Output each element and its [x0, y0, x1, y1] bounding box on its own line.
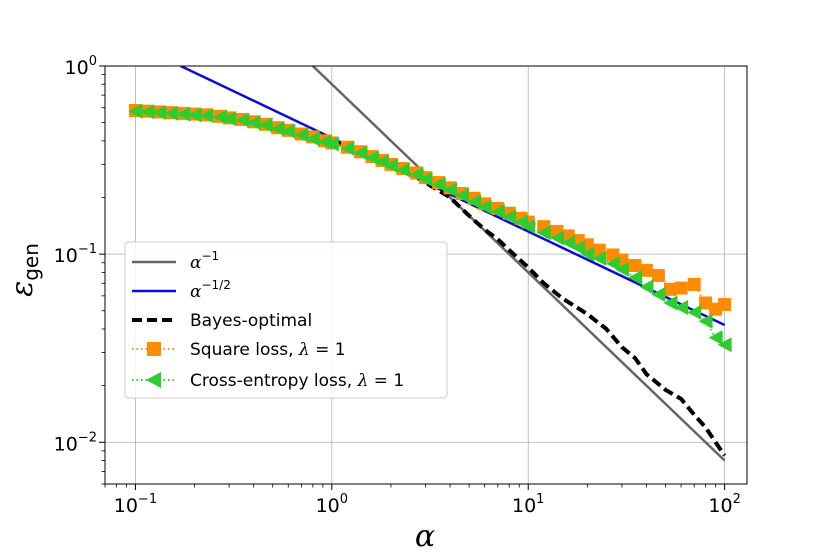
- data-point-ce: [687, 304, 702, 320]
- legend-label-inv: α−1: [190, 249, 219, 273]
- data-point-ce: [258, 117, 273, 133]
- data-point-ce: [353, 145, 368, 161]
- data-point-ce: [235, 112, 250, 128]
- data-point-ce: [717, 337, 732, 353]
- ticks: 10−1 100 101 102 10−2 10−1 100: [54, 54, 741, 517]
- data-point-ce: [164, 105, 179, 121]
- y-axis-label-sub: gen: [19, 243, 43, 281]
- data-point-ce: [628, 270, 643, 286]
- data-point-ce: [281, 123, 296, 139]
- data-point-ce: [580, 246, 595, 262]
- legend-label-ce: Cross-entropy loss, λ = 1: [190, 371, 404, 391]
- data-point-ce: [639, 279, 654, 295]
- data-point-ce: [536, 225, 551, 241]
- y-tick-label: 100: [65, 54, 97, 79]
- data-point-ce: [467, 194, 482, 210]
- data-point-ce: [176, 106, 191, 122]
- y-tick-label: 10−2: [54, 430, 97, 455]
- x-tick-label: 102: [708, 492, 740, 517]
- data-point-ce: [477, 199, 492, 215]
- data-point-ce: [663, 295, 678, 311]
- data-point-ce: [395, 162, 410, 178]
- data-point-ce: [187, 107, 202, 123]
- legend-label-square: Square loss, λ = 1: [190, 340, 346, 360]
- data-point-ce: [674, 300, 689, 316]
- data-point-ce: [521, 219, 536, 235]
- data-point-ce: [199, 108, 214, 124]
- data-point-ce: [383, 158, 398, 174]
- data-point-ce: [571, 240, 586, 256]
- data-point-ce: [140, 104, 155, 120]
- legend-label-invsqrt: α−1/2: [190, 278, 231, 302]
- svg-text:εgen: εgen: [5, 243, 43, 297]
- data-point-ce: [443, 182, 458, 198]
- data-point-ce: [409, 167, 424, 183]
- legend-box: [124, 241, 448, 399]
- legend: α−1 α−1/2 Bayes-optimal Square loss, λ =…: [124, 241, 448, 399]
- data-point-ce: [614, 261, 629, 277]
- data-point-square: [663, 282, 677, 296]
- series-line-inv: [311, 66, 726, 462]
- y-tick-label: 10−1: [54, 242, 97, 267]
- plot-area: [128, 66, 732, 462]
- data-point-square: [628, 259, 642, 273]
- legend-marker-ce: [146, 372, 161, 388]
- x-axis-label: α: [415, 519, 435, 554]
- data-point-ce: [418, 171, 433, 187]
- data-point-ce: [222, 111, 237, 127]
- data-point-ce: [549, 230, 564, 246]
- data-point-ce: [651, 287, 666, 303]
- data-point-ce: [340, 140, 355, 156]
- data-point-ce: [561, 235, 576, 251]
- data-point-ce: [502, 209, 517, 225]
- data-point-ce: [270, 121, 285, 137]
- x-tick-label: 100: [316, 492, 348, 517]
- x-tick-label: 10−1: [114, 492, 157, 517]
- data-point-ce: [605, 256, 620, 272]
- data-point-ce: [592, 250, 607, 266]
- data-point-ce: [431, 176, 446, 192]
- data-point-ce: [305, 131, 320, 147]
- legend-marker-square: [147, 342, 161, 356]
- data-point-square: [639, 263, 653, 277]
- series-line-invsqrt: [180, 66, 726, 327]
- data-point-ce: [454, 187, 469, 203]
- y-axis-label: εgen: [5, 243, 43, 297]
- data-point-ce: [708, 330, 723, 346]
- data-point-square: [687, 277, 701, 291]
- x-tick-label: 101: [512, 492, 544, 517]
- data-point-ce: [490, 204, 505, 220]
- data-point-ce: [152, 105, 167, 121]
- data-point-ce: [698, 313, 713, 329]
- axes-frame: [104, 65, 748, 485]
- data-point-square: [718, 297, 732, 311]
- legend-label-bayes: Bayes-optimal: [190, 311, 312, 331]
- data-point-square: [674, 281, 688, 295]
- data-point-square: [651, 268, 665, 282]
- data-point-ce: [128, 103, 143, 119]
- data-point-ce: [294, 127, 309, 143]
- data-point-ce: [213, 109, 228, 125]
- y-axis-label-main: ε: [5, 281, 40, 297]
- data-point-ce: [246, 115, 261, 131]
- data-point-ce: [324, 136, 339, 152]
- data-point-square: [699, 296, 713, 310]
